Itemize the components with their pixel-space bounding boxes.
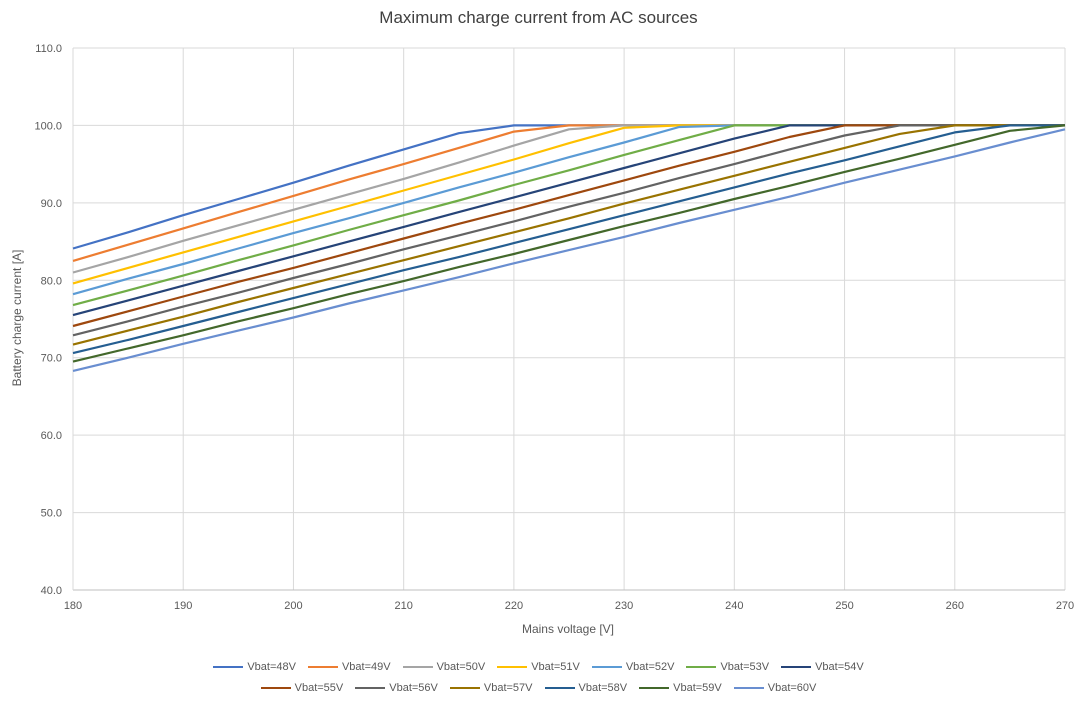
legend-label: Vbat=59V — [673, 681, 722, 694]
legend-swatch — [639, 686, 670, 689]
legend-label: Vbat=55V — [294, 681, 344, 694]
x-tick-label: 240 — [725, 600, 743, 612]
legend-label: Vbat=50V — [436, 660, 486, 673]
legend-swatch — [402, 665, 433, 668]
series-line — [72, 124, 1065, 337]
legend-swatch — [213, 665, 244, 668]
series-line — [72, 128, 1066, 372]
legend-label: Vbat=52V — [625, 660, 675, 673]
legend-swatch — [544, 686, 575, 689]
legend-swatch — [449, 686, 480, 689]
x-axis-label: Mains voltage [V] — [522, 622, 614, 636]
legend-swatch — [260, 686, 291, 689]
legend-item: Vbat=59V — [639, 682, 722, 694]
legend-label: Vbat=54V — [815, 660, 864, 673]
legend-swatch — [733, 686, 764, 689]
legend-swatch — [781, 665, 812, 668]
legend-item: Vbat=54V — [781, 661, 864, 673]
x-tick-label: 270 — [1056, 600, 1074, 612]
legend-row: Vbat=55V Vbat=56V Vbat=57V Vbat=58V Vbat=59V… — [0, 677, 1077, 698]
legend-item: Vbat=50V — [402, 660, 486, 673]
legend-label: Vbat=49V — [341, 660, 391, 673]
legend-swatch — [686, 665, 717, 668]
legend-label: Vbat=56V — [389, 681, 438, 694]
tick-labels: 180 190 200 210 220 230 240 250 260 270 40.0 50.0 60… — [34, 43, 1074, 612]
legend-label: Vbat=60V — [767, 681, 817, 694]
x-tick-label: 210 — [394, 600, 412, 612]
x-tick-label: 190 — [174, 600, 192, 612]
y-tick-label: 80.0 — [41, 275, 62, 287]
y-tick-label: 70.0 — [41, 353, 62, 365]
legend-swatch — [307, 665, 338, 668]
legend: Vbat=48V Vbat=49V Vbat=50V Vbat=51V Vbat=52V… — [0, 656, 1077, 698]
legend-label: Vbat=57V — [483, 681, 533, 694]
y-tick-label: 100.0 — [34, 120, 62, 132]
chart-title: Maximum charge current from AC sources — [379, 8, 698, 27]
legend-label: Vbat=53V — [720, 660, 770, 673]
y-axis-label: Battery charge current [A] — [10, 250, 24, 387]
legend-swatch — [355, 686, 386, 689]
legend-item: Vbat=58V — [544, 681, 628, 694]
x-tick-label: 200 — [284, 600, 302, 612]
legend-item: Vbat=56V — [355, 682, 438, 694]
legend-label: Vbat=51V — [531, 660, 580, 673]
legend-swatch — [591, 665, 622, 668]
series-line — [72, 124, 1065, 355]
y-tick-label: 110.0 — [35, 43, 62, 55]
legend-swatch — [497, 665, 528, 668]
x-tick-label: 220 — [505, 600, 523, 612]
x-tick-label: 260 — [946, 600, 964, 612]
series-line — [72, 124, 1065, 346]
x-tick-label: 230 — [615, 600, 633, 612]
legend-item: Vbat=55V — [260, 681, 344, 694]
legend-label: Vbat=58V — [578, 681, 628, 694]
legend-item: Vbat=49V — [307, 660, 391, 673]
legend-item: Vbat=52V — [591, 660, 675, 673]
legend-label: Vbat=48V — [247, 660, 296, 673]
y-tick-label: 60.0 — [41, 430, 62, 442]
y-tick-label: 40.0 — [41, 585, 62, 597]
legend-item: Vbat=53V — [686, 661, 769, 673]
y-tick-label: 90.0 — [41, 198, 62, 210]
series-line — [72, 124, 1065, 296]
legend-item: Vbat=57V — [449, 681, 533, 694]
series-lines — [72, 124, 1066, 372]
y-tick-label: 50.0 — [41, 508, 62, 520]
series-line — [72, 124, 1065, 307]
legend-row: Vbat=48V Vbat=49V Vbat=50V Vbat=51V Vbat=52V… — [0, 656, 1077, 677]
series-line — [72, 124, 1066, 363]
legend-item: Vbat=48V — [213, 661, 296, 673]
axes — [72, 48, 1065, 591]
x-tick-label: 180 — [64, 600, 82, 612]
legend-item: Vbat=60V — [733, 681, 817, 694]
legend-item: Vbat=51V — [497, 661, 580, 673]
x-tick-label: 250 — [835, 600, 853, 612]
